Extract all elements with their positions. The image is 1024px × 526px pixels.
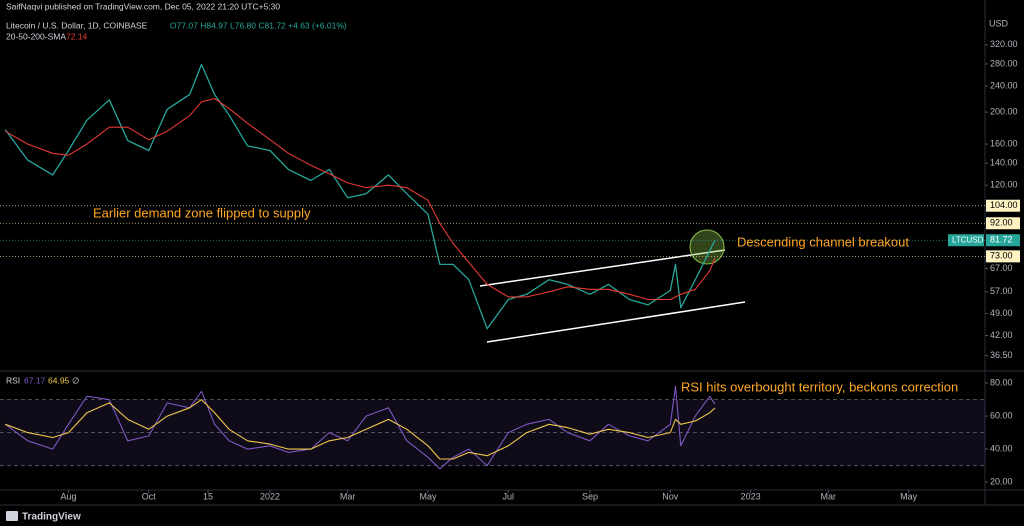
y-tick-label: 160.00: [990, 138, 1018, 148]
y-tick-label: 49.00: [990, 308, 1013, 318]
x-tick-label: 2023: [741, 491, 761, 501]
y-tick-label: 60.00: [990, 410, 1013, 420]
y-tick-label: 57.00: [990, 286, 1013, 296]
y-tick-label: 36.50: [990, 350, 1013, 360]
level-label: 104.00: [990, 200, 1018, 210]
x-tick-label: Oct: [142, 491, 157, 501]
annotation: RSI hits overbought territory, beckons c…: [681, 379, 958, 394]
series-line: [5, 399, 716, 460]
rsi-value: 67.17: [24, 375, 46, 385]
level-label-box: [986, 217, 1020, 230]
x-tick-label: Nov: [662, 491, 679, 501]
y-tick-label: 20.00: [990, 476, 1013, 486]
rsi-ma-value: 64.95: [48, 375, 70, 385]
series-line: [4, 385, 716, 470]
rsi-source: ∅: [72, 375, 79, 385]
y-tick-label: 200.00: [990, 107, 1018, 117]
y-tick-label: 320.00: [990, 39, 1018, 49]
ohlc: O77.07 H84.97 L76.80 C81.72 +4.63 (+6.01…: [170, 20, 347, 30]
level-label: 73.00: [990, 251, 1013, 261]
y-tick-label: 120.00: [990, 180, 1018, 190]
series-line: [5, 97, 716, 301]
x-tick-label: 15: [203, 491, 213, 501]
symbol-tag-box: [948, 234, 984, 247]
x-tick-label: Mar: [340, 491, 356, 501]
level-label: 92.00: [990, 218, 1013, 228]
x-tick-label: Aug: [60, 491, 76, 501]
indicator-value: 72.14: [66, 31, 88, 41]
y-tick-label: 240.00: [990, 80, 1018, 90]
series-line: [4, 63, 716, 330]
y-tick-label: 67.00: [990, 263, 1013, 273]
y-tick-label: 80.00: [990, 377, 1013, 387]
x-tick-label: May: [900, 491, 918, 501]
channel-lower: [486, 301, 746, 343]
x-tick-label: Sep: [582, 491, 598, 501]
x-tick-label: 2022: [260, 491, 280, 501]
publisher: SaifNaqvi published on TradingView.com, …: [6, 1, 280, 11]
footer-logo: [6, 511, 18, 521]
level-label-box: [986, 250, 1020, 263]
price-label-box: [986, 234, 1020, 247]
currency: USD: [989, 18, 1009, 28]
breakout-highlight: [689, 229, 725, 265]
x-tick-label: Jul: [503, 491, 515, 501]
rsi-title: RSI: [6, 375, 20, 385]
price-label: 81.72: [990, 235, 1013, 245]
annotation: Descending channel breakout: [737, 234, 909, 249]
indicator-name: 20-50-200-SMA: [6, 31, 66, 41]
footer-brand: TradingView: [22, 512, 81, 523]
symbol: Litecoin / U.S. Dollar, 1D, COINBASE: [6, 20, 148, 30]
y-tick-label: 280.00: [990, 58, 1018, 68]
x-tick-label: May: [419, 491, 437, 501]
y-tick-label: 42.00: [990, 330, 1013, 340]
annotation: Earlier demand zone flipped to supply: [93, 205, 311, 220]
symbol-tag: LTCUSD: [952, 235, 984, 244]
y-tick-label: 140.00: [990, 158, 1018, 168]
y-tick-label: 40.00: [990, 443, 1013, 453]
x-tick-label: Mar: [821, 491, 837, 501]
level-label-box: [986, 199, 1020, 212]
